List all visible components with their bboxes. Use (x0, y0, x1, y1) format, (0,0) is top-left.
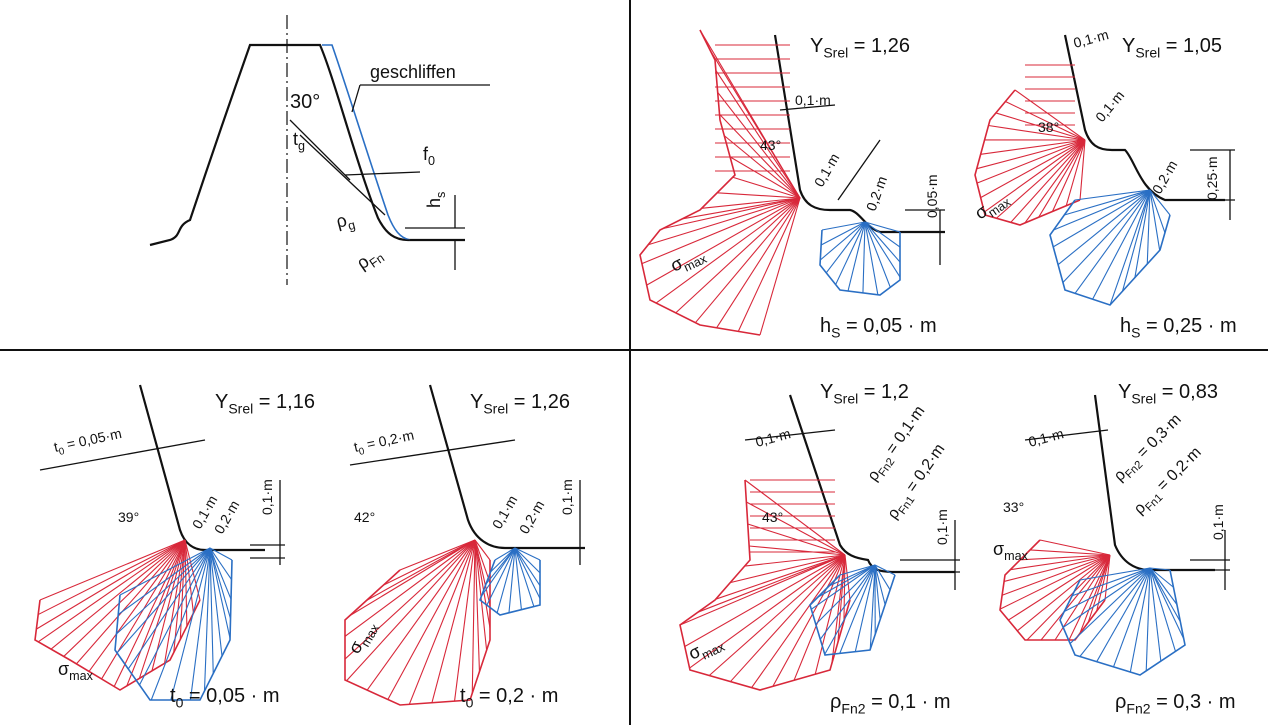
label-rest: = 1,05 (1160, 35, 1222, 57)
label: 42° (354, 509, 375, 525)
label-sub: 0 (176, 695, 184, 711)
label-base: Y (820, 381, 833, 403)
label-rest: = 1,2 (858, 381, 909, 403)
label-sub: Srel (823, 45, 848, 61)
label: 0,25·m (1204, 156, 1220, 200)
label-base: h (424, 198, 444, 208)
label-base: σ (58, 659, 69, 679)
label: 38° (1038, 119, 1059, 135)
label: t0 = 0,05 · m (170, 685, 280, 711)
label-rest: = 1,26 (848, 35, 910, 57)
label-rest: = 0,83 (1156, 381, 1218, 403)
label-sub: Fn2 (841, 701, 865, 717)
label-base: Y (1118, 381, 1131, 403)
label-sub: Fn2 (1126, 701, 1150, 717)
label: 43° (760, 137, 781, 153)
label-sub: Srel (833, 391, 858, 407)
background (0, 0, 1268, 725)
label: 39° (118, 509, 139, 525)
label: 0,1·m (259, 479, 275, 515)
label: 0,1·m (934, 509, 950, 545)
label: 43° (762, 509, 783, 525)
label-sub: 0 (428, 154, 435, 168)
label-rest: = 1,16 (253, 391, 315, 413)
label-sub: Srel (1135, 45, 1160, 61)
label-base: h (820, 315, 831, 337)
label-rest: = 0,1 · m (866, 691, 951, 713)
label: 0,1·m (559, 479, 575, 515)
label-sub: 0 (466, 695, 474, 711)
label-rest: = 1,26 (508, 391, 570, 413)
label-base: Y (470, 391, 483, 413)
label-rest: = 0,2 · m (473, 685, 558, 707)
label-sub: g (298, 139, 305, 153)
label-rest: = 0,3 · m (1151, 691, 1236, 713)
label-sub: Srel (1131, 391, 1156, 407)
label-base: h (1120, 315, 1131, 337)
label: 30° (290, 91, 320, 113)
label-sub: S (1131, 325, 1140, 341)
label-base: σ (993, 539, 1004, 559)
label-sub: s (434, 192, 448, 198)
label-sub: S (831, 325, 840, 341)
label-base: ρ (830, 691, 841, 713)
label: 0,1·m (1210, 504, 1226, 540)
diagram: 30°geschliffentgf0hsρgρFnYSrel = 1,260,1… (0, 0, 1268, 725)
label-base: Y (1122, 35, 1135, 57)
label-base: ρ (1115, 691, 1126, 713)
label: 0,05·m (924, 174, 940, 218)
label: YSrel = 1,2 (820, 381, 909, 407)
label-rest: = 0,25 · m (1140, 315, 1236, 337)
label-rest: = 0,05 · m (183, 685, 279, 707)
label-sub: max (69, 669, 93, 683)
page: 30°geschliffentgf0hsρgρFnYSrel = 1,260,1… (0, 0, 1268, 725)
label-sub: Srel (483, 401, 508, 417)
label-base: Y (215, 391, 228, 413)
label-rest: = 0,05 · m (840, 315, 936, 337)
label-base: Y (810, 35, 823, 57)
label: 33° (1003, 499, 1024, 515)
label-sub: Srel (228, 401, 253, 417)
label: 0,1·m (795, 92, 831, 108)
label: t0 = 0,2 · m (460, 685, 558, 711)
label: geschliffen (370, 62, 456, 82)
label-sub: max (1004, 549, 1028, 563)
